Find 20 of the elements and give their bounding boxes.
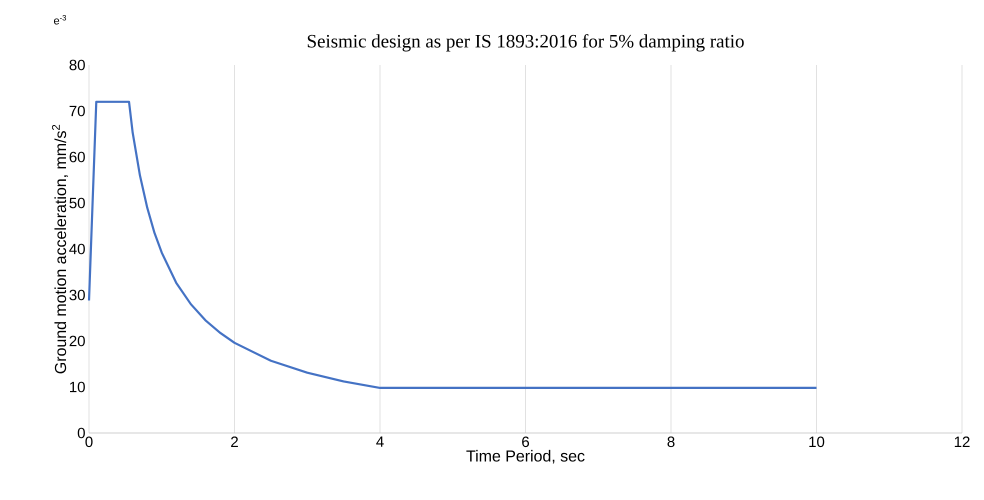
y-tick-label: 80: [70, 60, 85, 70]
x-axis-title: Time Period, sec: [466, 450, 585, 464]
x-tick-label: 12: [954, 436, 970, 447]
y-tick-label: 40: [69, 244, 85, 254]
y-axis-title: Ground motion acceleration, mm/s$^{2}$: [52, 124, 68, 374]
y-tick-label: 30: [69, 290, 85, 300]
text: e$^{-3}$: [54, 15, 66, 24]
y-tick-label: 20: [70, 336, 85, 346]
x-tick-label: 0: [85, 436, 93, 448]
x-tick-label: 8: [668, 436, 675, 448]
y-tick-label: 10: [70, 382, 85, 392]
x-tick-label: 6: [522, 436, 530, 448]
y-tick-label: 50: [69, 198, 85, 208]
x-tick-label: 10: [809, 436, 824, 448]
chart-title: Seismic design as per IS 1893:2016 for 5% damping ratio: [308, 34, 744, 52]
y-tick-label: 60: [70, 152, 85, 162]
x-tick-label: 4: [376, 436, 384, 447]
y-tick-label: 0: [78, 428, 85, 438]
x-tick-label: 2: [231, 436, 238, 447]
y-tick-label: 70: [70, 106, 85, 116]
